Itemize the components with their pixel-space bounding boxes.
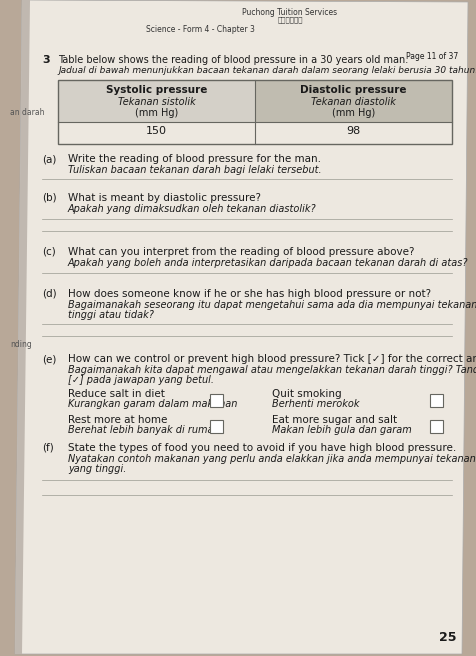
Bar [255,80,452,122]
Text: How does someone know if he or she has high blood pressure or not?: How does someone know if he or she has h… [68,289,431,299]
Text: Apakah yang dimaksudkan oleh tekanan diastolik?: Apakah yang dimaksudkan oleh tekanan dia… [68,204,317,214]
Text: 98: 98 [347,126,361,136]
Bar [210,420,223,433]
Text: (mm Hg): (mm Hg) [135,108,178,118]
Polygon shape [15,0,468,654]
Text: (b): (b) [42,193,57,203]
Text: Science - Form 4 - Chapter 3: Science - Form 4 - Chapter 3 [146,25,255,34]
Bar [430,394,443,407]
Text: 25: 25 [438,631,456,644]
Text: Write the reading of blood pressure for the man.: Write the reading of blood pressure for … [68,154,321,164]
Text: Systolic pressure: Systolic pressure [106,85,207,95]
Text: What is meant by diastolic pressure?: What is meant by diastolic pressure? [68,193,261,203]
Bar [58,80,255,122]
Bar [430,420,443,433]
Text: Berhenti merokok: Berhenti merokok [272,399,359,409]
Text: Bagaimanakah kita dapat mengawal atau mengelakkan tekanan darah tinggi? Tandakan: Bagaimanakah kita dapat mengawal atau me… [68,365,476,375]
Text: yang tinggi.: yang tinggi. [68,464,126,474]
Text: Diastolic pressure: Diastolic pressure [300,85,407,95]
Text: State the types of food you need to avoid if you have high blood pressure.: State the types of food you need to avoi… [68,443,456,453]
Bar [210,394,223,407]
Text: 3: 3 [42,55,50,65]
Text: Tekanan sistolik: Tekanan sistolik [118,97,195,107]
Text: (d): (d) [42,289,57,299]
Text: Nyatakan contoh makanan yang perlu anda elakkan jika anda mempunyai tekanan dara: Nyatakan contoh makanan yang perlu anda … [68,454,476,464]
Text: How can we control or prevent high blood pressure? Tick [✓] for the correct answ: How can we control or prevent high blood… [68,354,476,364]
Text: Tuliskan bacaan tekanan darah bagi lelaki tersebut.: Tuliskan bacaan tekanan darah bagi lelak… [68,165,322,175]
Text: 150: 150 [146,126,167,136]
Text: Bagaimanakah seseorang itu dapat mengetahui sama ada dia mempunyai tekanan darah: Bagaimanakah seseorang itu dapat mengeta… [68,300,476,310]
Text: Berehat lebih banyak di rumah: Berehat lebih banyak di rumah [68,425,219,435]
Text: (c): (c) [42,247,56,257]
Text: (f): (f) [42,443,54,453]
Text: tinggi atau tidak?: tinggi atau tidak? [68,310,154,320]
Polygon shape [15,0,30,654]
Text: Puchong Tuition Services: Puchong Tuition Services [242,8,337,17]
Text: Jadual di bawah menunjukkan bacaan tekanan darah dalam seorang lelaki berusia 30: Jadual di bawah menunjukkan bacaan tekan… [58,66,476,75]
Text: 補種补习服务: 補種补习服务 [277,16,303,22]
Text: Rest more at home: Rest more at home [68,415,168,425]
Text: (e): (e) [42,354,56,364]
Text: Page 11 of 37: Page 11 of 37 [406,52,458,61]
Text: Table below shows the reading of blood pressure in a 30 years old man.: Table below shows the reading of blood p… [58,55,408,65]
Text: What can you interpret from the reading of blood pressure above?: What can you interpret from the reading … [68,247,415,257]
Bar [58,80,452,144]
Text: Makan lebih gula dan garam: Makan lebih gula dan garam [272,425,412,435]
Text: Kurangkan garam dalam makanan: Kurangkan garam dalam makanan [68,399,238,409]
Text: [✓] pada jawapan yang betul.: [✓] pada jawapan yang betul. [68,375,214,385]
Text: Eat more sugar and salt: Eat more sugar and salt [272,415,397,425]
Text: Apakah yang boleh anda interpretasikan daripada bacaan tekanan darah di atas?: Apakah yang boleh anda interpretasikan d… [68,258,468,268]
Text: (mm Hg): (mm Hg) [332,108,375,118]
Text: (a): (a) [42,154,56,164]
Text: an darah: an darah [10,108,44,117]
Text: Quit smoking: Quit smoking [272,389,342,399]
Text: Tekanan diastolik: Tekanan diastolik [311,97,396,107]
Text: nding: nding [10,340,32,349]
Text: Reduce salt in diet: Reduce salt in diet [68,389,165,399]
